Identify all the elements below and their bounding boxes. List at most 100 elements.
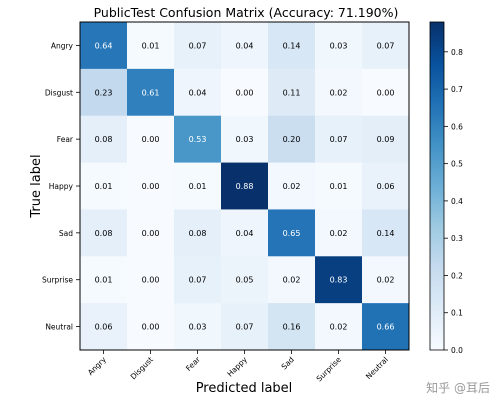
cell-value-label: 0.01 [330, 182, 348, 191]
cell-value-label: 0.61 [142, 88, 160, 97]
heatmap-cell [127, 115, 175, 164]
cell-value-label: 0.02 [377, 276, 395, 285]
cell-value-label: 0.03 [236, 135, 254, 144]
heatmap-cell [127, 162, 175, 210]
colorbar-tick-label: 0.4 [451, 197, 463, 206]
colorbar-tick-label: 0.5 [451, 160, 463, 169]
cell-value-label: 0.83 [330, 276, 348, 285]
cell-value-label: 0.09 [377, 135, 395, 144]
heatmap-cell [127, 209, 175, 257]
heatmap-cell [174, 22, 222, 70]
cell-value-label: 0.02 [330, 88, 348, 97]
cell-value-label: 0.00 [142, 182, 160, 191]
heatmap-cell [80, 115, 128, 164]
cell-value-label: 0.08 [95, 135, 113, 144]
heatmap-cell [174, 209, 222, 257]
heatmap-cell [127, 256, 175, 304]
cell-value-label: 0.02 [283, 276, 301, 285]
heatmap-cell [80, 22, 128, 70]
cell-value-label: 0.07 [236, 323, 254, 332]
heatmap-cell [174, 162, 222, 210]
cell-value-label: 0.04 [236, 229, 254, 238]
heatmap-cell [315, 68, 363, 117]
y-axis-label: True label [29, 154, 44, 218]
y-tick-label: Angry [51, 41, 74, 50]
cell-value-label: 0.04 [236, 41, 254, 50]
x-tick-label: Fear [184, 354, 202, 372]
heatmap-cell [315, 256, 363, 304]
heatmap-cell [268, 303, 316, 351]
cell-value-label: 0.07 [189, 41, 207, 50]
x-tick-label: Happy [225, 355, 249, 379]
cell-value-label: 0.02 [283, 182, 301, 191]
heatmap-cell [362, 303, 410, 351]
cell-value-label: 0.06 [377, 182, 395, 191]
heatmap-cell [221, 22, 269, 70]
heatmap-cell [362, 162, 410, 210]
y-tick-label: Disgust [45, 88, 73, 97]
heatmap-cell [80, 209, 128, 257]
heatmap-cell [268, 162, 316, 210]
colorbar [429, 21, 445, 351]
cell-value-label: 0.01 [189, 182, 207, 191]
colorbar-tick-label: 0.6 [451, 122, 463, 131]
cell-value-label: 0.11 [283, 88, 301, 97]
x-tick-label: Neutral [364, 355, 390, 381]
heatmap-cell [315, 209, 363, 257]
cell-value-label: 0.04 [189, 88, 207, 97]
cell-value-label: 0.01 [142, 41, 160, 50]
heatmap-cell [315, 162, 363, 210]
cell-value-label: 0.23 [95, 88, 113, 97]
cell-value-label: 0.03 [330, 41, 348, 50]
cell-value-label: 0.08 [189, 229, 207, 238]
heatmap-cell [362, 209, 410, 257]
cell-value-label: 0.00 [236, 88, 254, 97]
x-tick-label: Surprise [315, 355, 344, 384]
cell-value-label: 0.16 [283, 323, 301, 332]
y-tick-labels: Angry Disgust Fear Happy Sad Surprise Neutral [42, 41, 80, 332]
colorbar-tick-label: 0.3 [451, 234, 463, 243]
heatmap-cell [174, 115, 222, 164]
cell-value-label: 0.07 [377, 41, 395, 50]
x-tick-label: Sad [280, 355, 297, 372]
y-tick-label: Fear [57, 135, 74, 144]
y-tick-label: Neutral [45, 323, 73, 332]
heatmap-cell [268, 115, 316, 164]
cell-value-label: 0.01 [95, 182, 113, 191]
cell-value-label: 0.66 [377, 323, 395, 332]
heatmap-cell [127, 303, 175, 351]
heatmap-cell [268, 209, 316, 257]
heatmap-cell [80, 68, 128, 117]
heatmap-cell [174, 68, 222, 117]
heatmap-cell [221, 209, 269, 257]
heatmap-cell [174, 256, 222, 304]
heatmap-cell [268, 256, 316, 304]
cell-value-label: 0.07 [330, 135, 348, 144]
heatmap-cell [80, 256, 128, 304]
chart-title: PublicTest Confusion Matrix (Accuracy: 7… [94, 5, 399, 20]
x-tick-label: Angry [86, 355, 108, 377]
heatmap-cells: 0.64 0.01 0.07 0.04 0.14 0.03 0.07 0.23 0.61 0.04… [80, 22, 410, 351]
heatmap-cell [80, 162, 128, 210]
x-tick-label: Disgust [129, 355, 155, 381]
cell-value-label: 0.64 [95, 41, 113, 50]
cell-value-label: 0.02 [330, 323, 348, 332]
heatmap-cell [268, 68, 316, 117]
cell-value-label: 0.20 [283, 135, 301, 144]
heatmap-cell [221, 68, 269, 117]
y-tick-label: Happy [49, 182, 74, 191]
heatmap-cell [127, 68, 175, 117]
heatmap-cell [362, 68, 410, 117]
cell-value-label: 0.14 [283, 41, 301, 50]
heatmap-cell [221, 115, 269, 164]
heatmap-cell [174, 303, 222, 351]
heatmap-cell [315, 115, 363, 164]
y-tick-label: Sad [59, 229, 73, 238]
heatmap-cell [80, 303, 128, 351]
cell-value-label: 0.53 [189, 135, 207, 144]
heatmap-cell [221, 256, 269, 304]
colorbar-tick-label: 0.1 [451, 309, 463, 318]
heatmap-cell [315, 303, 363, 351]
heatmap-cell [221, 303, 269, 351]
